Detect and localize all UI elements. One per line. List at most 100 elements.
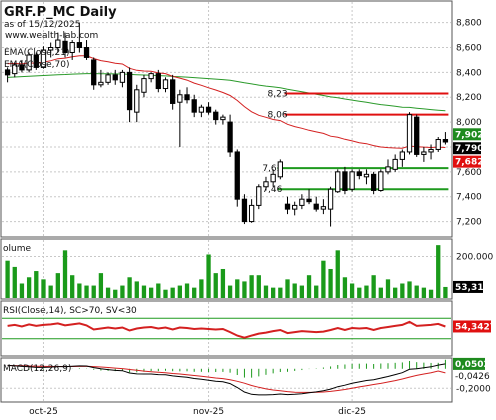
volume-bar — [156, 283, 161, 298]
volume-tick-label: 200.000 — [456, 253, 493, 263]
volume-bar — [177, 285, 182, 298]
volume-bar — [378, 287, 383, 298]
volume-bar — [278, 287, 283, 298]
candle-down — [442, 139, 449, 143]
candle-up — [40, 49, 47, 68]
macd-last-tag — [453, 357, 485, 370]
price-tick-label: 8,400 — [456, 68, 482, 78]
ema21-line — [7, 55, 446, 149]
resistance-label: 8,06 — [268, 111, 288, 121]
candle-up — [162, 79, 169, 90]
volume-bar — [321, 260, 326, 298]
ema70-line — [7, 73, 446, 112]
candle-up — [177, 94, 183, 103]
macd-last-text: 0,0502 — [455, 360, 490, 370]
candle-down — [62, 40, 68, 53]
candle-up — [335, 171, 341, 193]
candle-up — [327, 188, 334, 210]
rsi-last-text: 54,3427 — [455, 322, 496, 332]
rsi-last-tag — [453, 320, 491, 333]
candle-up — [363, 173, 370, 178]
last-value-text: 7,790 — [455, 144, 483, 154]
macd-marks — [7, 359, 446, 396]
volume-bar — [314, 285, 319, 298]
candle-up — [349, 171, 355, 190]
candle-down — [184, 94, 190, 101]
candle-down — [126, 71, 133, 111]
volume-bar — [199, 279, 204, 298]
candle-up — [248, 204, 255, 223]
candle-up — [428, 148, 434, 153]
candle-up — [406, 114, 413, 153]
volume-bar — [127, 277, 132, 298]
candle-down — [234, 151, 240, 200]
candle-down — [213, 111, 219, 121]
candle-up — [134, 89, 140, 113]
volume-bar — [414, 285, 419, 298]
volume-bar — [249, 275, 254, 298]
volume-bar — [364, 285, 369, 298]
volume-bar — [105, 287, 111, 298]
ema21-legend: EMA(Close,21) — [4, 48, 69, 58]
price-panel — [0, 0, 453, 238]
candle-up — [55, 39, 61, 49]
support-label: 7,46 — [262, 185, 282, 195]
last-value-tag — [453, 155, 481, 168]
volume-bar — [55, 273, 60, 298]
volume-bar — [371, 275, 376, 298]
candle-up — [119, 71, 126, 83]
candle-up — [98, 81, 104, 86]
candle-up — [256, 186, 262, 206]
volume-bar — [436, 245, 441, 298]
asof-date: as of 15/12/2025 — [4, 20, 80, 30]
volume-bar — [220, 268, 226, 298]
volume-bar — [285, 279, 290, 298]
candle-up — [421, 151, 427, 155]
volume-bar — [170, 287, 175, 298]
price-tick-label: 8,600 — [456, 44, 482, 54]
volume-bar — [62, 250, 68, 298]
candle-down — [284, 203, 291, 210]
candle-up — [399, 151, 405, 160]
volume-bar — [292, 283, 297, 298]
candle-down — [155, 73, 161, 90]
candle-down — [19, 64, 25, 71]
candle-up — [378, 171, 384, 191]
candle-up — [198, 106, 205, 113]
axis-labels: oct-25nov-25dic-257,2007,4007,6007,8008,… — [29, 19, 496, 417]
volume-bar — [328, 268, 333, 298]
watermark: www.wealth-lab.com — [5, 31, 98, 41]
candle-down — [170, 79, 176, 104]
volume-bar — [400, 283, 405, 298]
candle-up — [141, 78, 147, 93]
rsi-marks — [2, 317, 451, 340]
volume-bar — [342, 277, 348, 298]
volume-bar — [235, 279, 240, 298]
volume-bar — [271, 287, 276, 298]
volume-bar — [34, 271, 39, 298]
volume-bar — [407, 281, 412, 298]
candle-up — [292, 204, 298, 210]
volume-bar — [227, 285, 233, 298]
price-tick-label: 8,000 — [456, 118, 482, 128]
candle-up — [26, 54, 32, 71]
candle-down — [83, 47, 90, 58]
macd-legend: MACD(12,26,9) — [3, 364, 71, 374]
candle-down — [191, 99, 197, 113]
candle-up — [48, 47, 54, 51]
volume-bar — [385, 279, 391, 298]
price-tick-label: 7,400 — [456, 193, 482, 203]
volume-bar — [120, 285, 125, 298]
volume-bar — [163, 289, 168, 298]
volume-bar — [12, 266, 17, 298]
candle-up — [263, 181, 269, 188]
volume-bar — [349, 283, 355, 298]
volume-bar — [357, 287, 362, 298]
support-label: 7,63 — [262, 164, 282, 174]
volume-bar — [70, 275, 75, 298]
candle-down — [306, 198, 312, 203]
candle-up — [148, 73, 154, 80]
volume-bar — [263, 285, 269, 298]
volume-last-tag — [453, 280, 483, 293]
